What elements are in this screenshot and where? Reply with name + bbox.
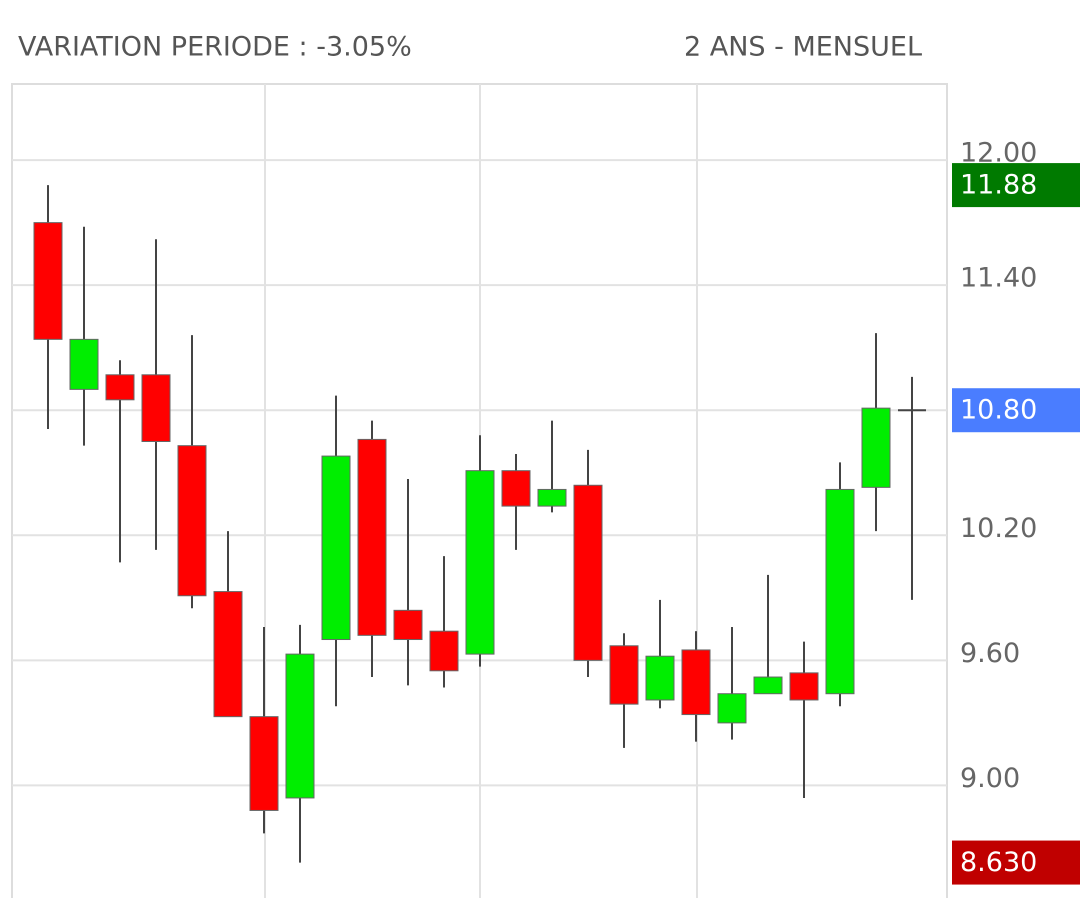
candle-body — [33, 222, 63, 340]
chart-title: VARIATION PERIODE : -3.05% — [18, 32, 412, 63]
price-label-box — [952, 840, 1080, 885]
y-tick-label: 10.20 — [960, 513, 1037, 544]
price-label: 11.88 — [960, 170, 1037, 201]
candle-body — [321, 455, 351, 641]
candle-body — [429, 630, 459, 672]
price-label-box — [952, 388, 1080, 433]
candle-body — [357, 438, 387, 636]
candle-body — [717, 693, 747, 724]
candle-body — [861, 407, 891, 488]
candle-body — [537, 488, 567, 507]
price-label: 8.630 — [960, 847, 1037, 878]
candle-body — [609, 645, 639, 705]
candle-body — [789, 672, 819, 701]
candle-body — [177, 445, 207, 597]
candle-body — [573, 484, 603, 661]
candle-body — [645, 655, 675, 701]
candle-body — [465, 470, 495, 655]
chart-subtitle: 2 ANS - MENSUEL — [684, 32, 922, 63]
candle-body — [249, 716, 279, 811]
candle-body — [105, 374, 135, 401]
candle-body — [213, 591, 243, 718]
candle-body — [501, 470, 531, 507]
candle-body — [393, 609, 423, 641]
y-tick-label: 9.60 — [960, 638, 1020, 669]
price-label-box — [952, 163, 1080, 208]
candle-body — [285, 653, 315, 799]
candle-body — [69, 338, 99, 390]
candle-body — [681, 649, 711, 716]
y-tick-label: 9.00 — [960, 763, 1020, 794]
candle-body — [825, 488, 855, 695]
candle-body — [141, 374, 171, 442]
y-tick-label: 11.40 — [960, 263, 1037, 294]
price-label: 10.80 — [960, 395, 1037, 426]
candle-body — [753, 676, 783, 695]
